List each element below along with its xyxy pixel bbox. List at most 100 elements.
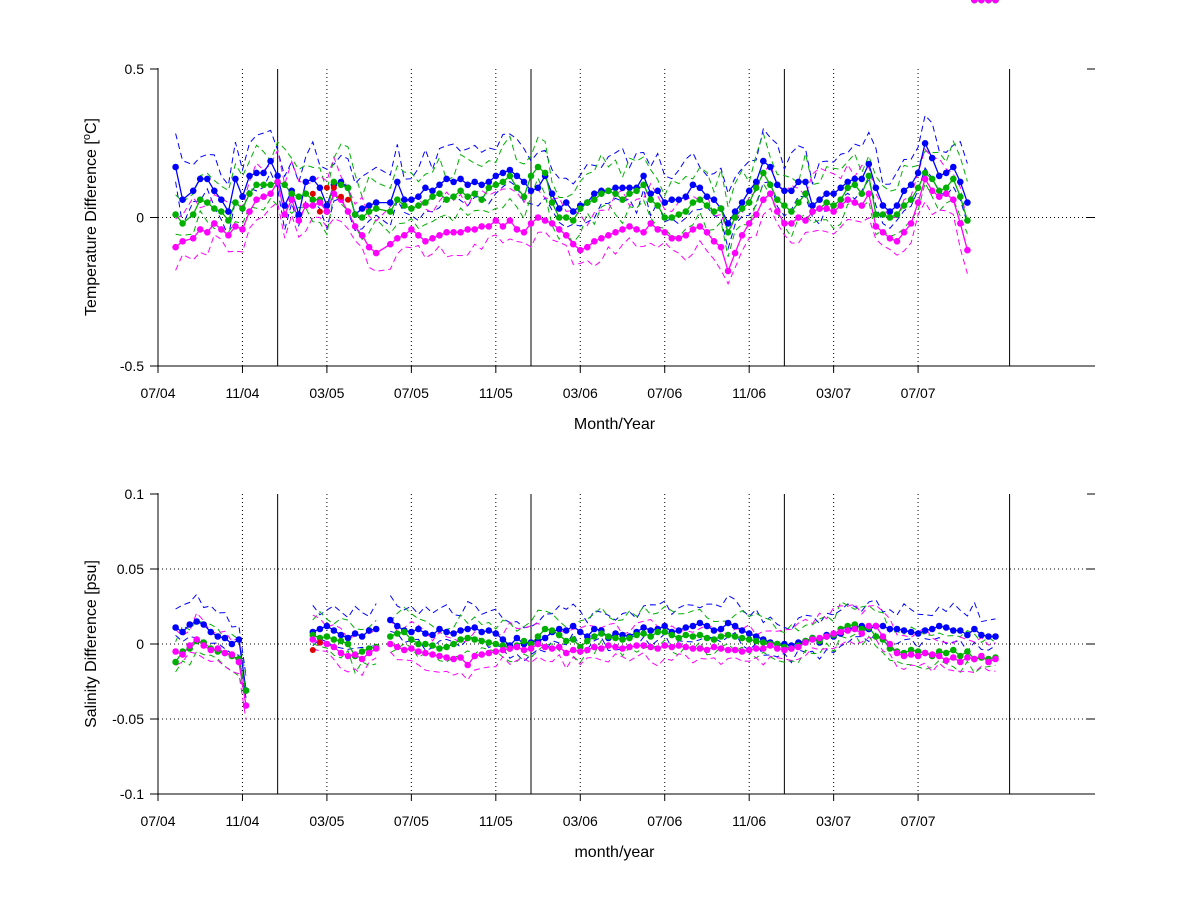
data-point	[591, 633, 598, 640]
data-point	[964, 648, 971, 655]
data-point	[992, 0, 999, 4]
data-point	[316, 184, 324, 192]
data-point	[640, 229, 647, 236]
data-point	[661, 199, 668, 206]
data-point	[802, 217, 809, 224]
data-point	[569, 208, 577, 215]
data-point	[647, 190, 654, 197]
data-point	[520, 646, 528, 654]
data-point	[914, 630, 922, 637]
data-point	[316, 199, 324, 206]
data-point	[218, 196, 225, 203]
data-point	[323, 208, 331, 215]
data-point	[429, 651, 436, 658]
x-tick-label: 03/07	[816, 385, 851, 401]
data-point	[499, 169, 507, 177]
data-point	[225, 217, 232, 224]
data-point	[358, 232, 366, 239]
data-point	[682, 208, 690, 215]
data-point	[499, 646, 507, 654]
data-point	[654, 645, 661, 652]
data-point	[928, 187, 936, 195]
data-point	[506, 217, 514, 224]
data-point	[186, 642, 193, 649]
data-point	[253, 181, 260, 189]
data-point	[717, 633, 725, 640]
data-point	[957, 220, 964, 227]
data-point	[569, 646, 577, 654]
data-point	[907, 181, 915, 189]
data-point	[330, 190, 338, 197]
data-point	[942, 624, 950, 631]
data-point	[788, 220, 795, 227]
data-point	[172, 624, 179, 631]
data-point	[464, 226, 472, 233]
x-tick-label: 07/05	[394, 813, 429, 829]
data-point	[710, 627, 718, 634]
data-point	[337, 637, 345, 645]
data-point	[394, 178, 401, 186]
data-point	[914, 184, 922, 192]
data-point	[605, 232, 612, 239]
data-point	[548, 627, 556, 634]
data-point	[172, 658, 179, 666]
data-point	[675, 235, 683, 242]
red-data-point	[316, 208, 323, 215]
data-point	[872, 622, 880, 630]
data-point	[907, 220, 915, 227]
data-point	[584, 646, 591, 654]
data-point	[260, 169, 267, 177]
data-point	[228, 640, 236, 648]
data-point	[401, 196, 408, 203]
data-point	[415, 648, 422, 655]
data-point	[675, 642, 683, 649]
data-point	[492, 640, 500, 648]
data-point	[436, 232, 443, 239]
data-point	[647, 220, 654, 227]
data-point	[225, 232, 232, 239]
data-point	[577, 246, 584, 254]
data-point	[330, 636, 338, 643]
data-point	[668, 196, 676, 203]
data-point	[267, 190, 274, 197]
data-point	[851, 199, 859, 206]
data-point	[696, 223, 704, 230]
data-point	[527, 220, 535, 227]
envelope-lower-line	[175, 166, 968, 251]
data-point	[499, 636, 507, 643]
data-point	[612, 634, 619, 642]
data-point	[809, 208, 816, 215]
data-point	[323, 640, 331, 648]
data-point	[710, 643, 718, 651]
data-point	[724, 646, 732, 654]
data-point	[485, 178, 493, 186]
data-point	[900, 187, 908, 195]
data-point	[668, 643, 676, 651]
data-point	[935, 172, 943, 180]
data-point	[598, 645, 605, 652]
data-point	[745, 636, 753, 643]
data-point	[485, 639, 493, 646]
data-point	[633, 631, 640, 639]
data-point	[957, 652, 964, 660]
data-point	[781, 187, 788, 195]
data-point	[942, 657, 950, 664]
data-point	[682, 624, 690, 631]
data-point	[612, 229, 619, 236]
data-point	[640, 172, 647, 180]
data-point	[879, 202, 887, 209]
data-point	[957, 658, 964, 666]
data-point	[703, 193, 711, 200]
envelope-lower-line	[175, 176, 968, 257]
data-point	[344, 208, 352, 215]
data-point	[767, 181, 774, 189]
data-point	[745, 646, 753, 654]
data-point	[682, 643, 690, 651]
data-point	[513, 172, 521, 180]
data-point	[816, 634, 823, 642]
data-point	[893, 211, 901, 218]
data-point	[675, 634, 683, 642]
data-point	[387, 640, 394, 648]
data-point	[541, 217, 549, 224]
y-tick-label: -0.05	[112, 711, 144, 727]
